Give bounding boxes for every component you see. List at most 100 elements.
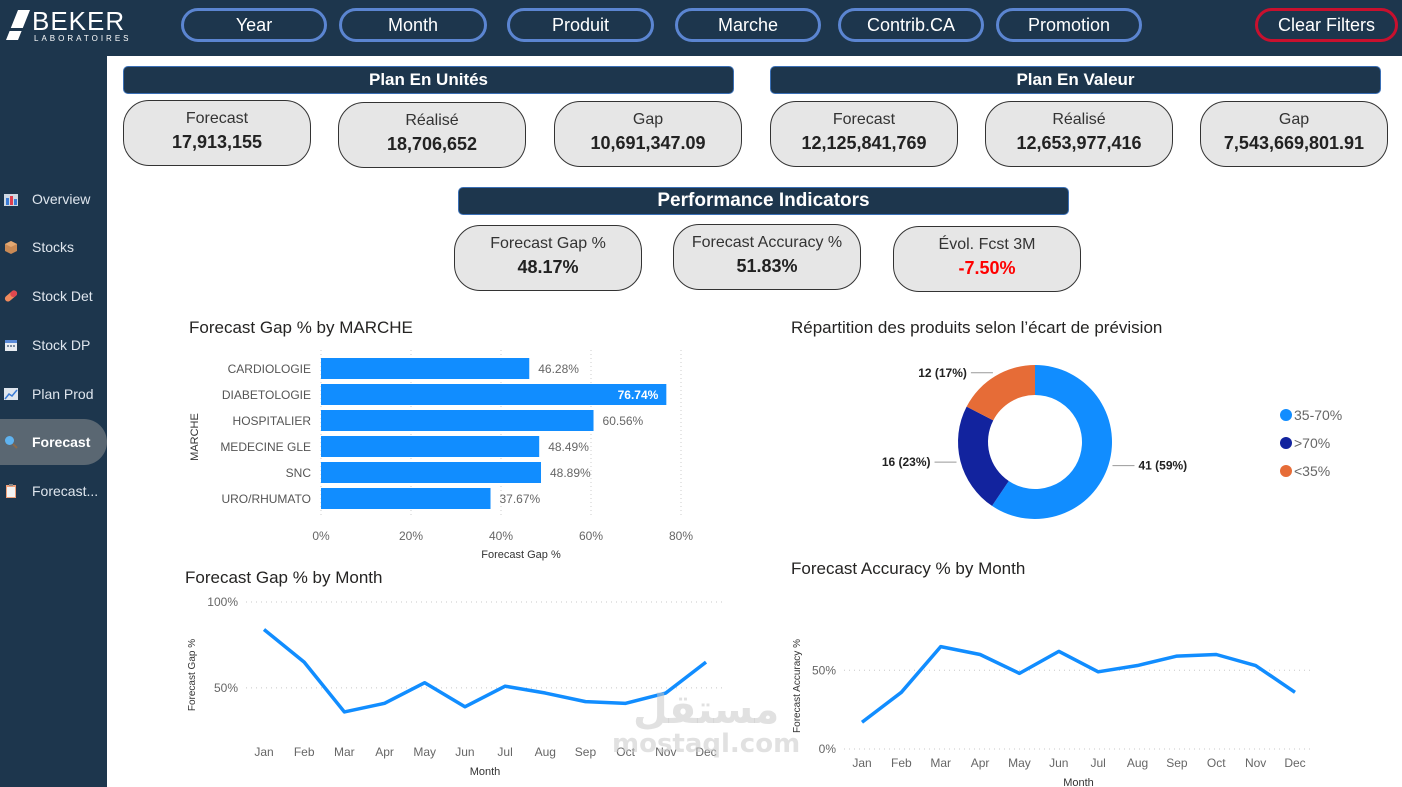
slice-data-label: 12 (17%) (918, 366, 967, 380)
y-axis-title: MARCHE (189, 413, 201, 461)
x-tick-label: May (1008, 756, 1031, 770)
kpi-label: Gap (632, 111, 664, 128)
filter-produit[interactable]: Produit (507, 8, 654, 42)
filter-year[interactable]: Year (181, 8, 327, 42)
x-tick-label: Jul (497, 745, 512, 759)
sidebar-item-overview[interactable]: Overview (0, 176, 107, 222)
legend-label: >70% (1294, 435, 1330, 451)
sidebar-item-plan-prod[interactable]: Plan Prod (0, 371, 107, 417)
donut-chart-repartition: 41 (59%) 16 (23%) 12 (17%) 35-70% >70% <35% (882, 365, 1342, 519)
kpi-card-valeur-gap: Gap 7,543,669,801.91 (1200, 101, 1388, 167)
sidebar-item-label: Overview (32, 191, 91, 207)
logo-subtitle: LABORATOIRES (34, 34, 132, 43)
x-tick-label: Dec (695, 745, 716, 759)
donut-slice (958, 406, 1009, 506)
x-tick-label: Sep (575, 745, 597, 759)
donut-slice (992, 365, 1112, 519)
x-tick-label: Jun (1049, 756, 1068, 770)
chart-title-accuracy-by-month: Forecast Accuracy % by Month (791, 559, 1026, 578)
x-tick-label: Jan (254, 745, 273, 759)
x-tick-label: Feb (294, 745, 315, 759)
y-tick-label: 100% (207, 595, 238, 609)
x-tick-label: Nov (1245, 756, 1266, 770)
sidebar-item-stock-det[interactable]: Stock Det (0, 273, 107, 319)
kpi-card-forecast-accuracy: Forecast Accuracy % 51.83% (673, 224, 861, 290)
bar-chart-gap-by-marche: 0% 20% 40% 60% 80% CARDIOLOGIE 46.28% DIABETOLO… (189, 350, 693, 561)
x-tick-label: 60% (579, 529, 603, 543)
line-chart-accuracy-by-month: 50% 0% Jan Feb Mar Apr May Jun Jul Aug Sep Oct Nov De… (792, 639, 1313, 787)
kpi-card-valeur-realise: Réalisé 12,653,977,416 (985, 101, 1173, 167)
logo-mark-icon (4, 10, 30, 40)
kpi-label: Forecast (832, 111, 896, 128)
data-label: 76.74% (618, 388, 659, 402)
sidebar-item-label: Forecast... (32, 483, 99, 499)
bar (321, 462, 542, 483)
kpi-label: Forecast (185, 110, 249, 127)
filter-marche[interactable]: Marche (675, 8, 821, 42)
calendar-icon (4, 338, 20, 352)
sidebar-item-stocks[interactable]: Stocks (0, 224, 107, 270)
pill-icon (4, 289, 20, 303)
clear-filters-button[interactable]: Clear Filters (1255, 8, 1398, 42)
x-tick-label: 40% (489, 529, 513, 543)
x-tick-label: Mar (334, 745, 355, 759)
kpi-card-evol-fcst-3m: Évol. Fcst 3M -7.50% (893, 226, 1081, 292)
bar-chart-icon (4, 192, 20, 206)
bar (321, 384, 667, 405)
x-tick-label: Dec (1284, 756, 1305, 770)
category-label: URO/RHUMATO (221, 492, 311, 506)
line-chart-gap-by-month: 100% 50% Jan Feb Mar Apr May Jun Jul Aug Sep Oct Nov… (187, 595, 724, 778)
category-label: DIABETOLOGIE (222, 388, 311, 402)
sidebar-item-forecast-detail[interactable]: Forecast... (0, 468, 107, 514)
kpi-card-unites-realise: Réalisé 18,706,652 (338, 102, 526, 168)
filter-contrib-ca[interactable]: Contrib.CA (838, 8, 984, 42)
y-tick-label: 50% (812, 663, 836, 677)
kpi-label: Forecast Gap % (490, 235, 606, 252)
data-label: 48.89% (550, 466, 591, 480)
series-line (262, 628, 708, 714)
x-tick-label: Jul (1091, 756, 1106, 770)
filter-promotion[interactable]: Promotion (996, 8, 1142, 42)
y-tick-label: 0% (819, 742, 837, 756)
x-tick-label: Jan (852, 756, 871, 770)
category-label: MEDECINE GLE (220, 440, 311, 454)
sidebar-item-label: Stock Det (32, 288, 93, 304)
plan-unites-header: Plan En Unités (123, 66, 734, 94)
kpi-card-unites-gap: Gap 10,691,347.09 (554, 101, 742, 167)
x-tick-label: Mar (930, 756, 951, 770)
x-tick-label: Nov (655, 745, 676, 759)
x-tick-label: Aug (535, 745, 556, 759)
data-label: 37.67% (500, 492, 541, 506)
legend-marker (1280, 409, 1292, 421)
x-tick-label: 80% (669, 529, 693, 543)
performance-header: Performance Indicators (458, 187, 1069, 215)
sidebar-item-label: Stock DP (32, 337, 91, 353)
package-icon (4, 240, 20, 254)
kpi-value: -7.50% (958, 258, 1016, 278)
sidebar-item-stock-dp[interactable]: Stock DP (0, 322, 107, 368)
legend-label: 35-70% (1294, 407, 1342, 423)
x-tick-label: Aug (1127, 756, 1148, 770)
x-tick-label: Oct (616, 745, 635, 759)
line-chart-icon (4, 387, 20, 401)
x-axis-title: Month (1063, 777, 1094, 787)
logo-name: BEKER (32, 6, 126, 36)
category-label: HOSPITALIER (233, 414, 312, 428)
kpi-card-valeur-forecast: Forecast 12,125,841,769 (770, 101, 958, 167)
x-tick-label: Feb (891, 756, 912, 770)
filter-month[interactable]: Month (339, 8, 487, 42)
x-tick-label: May (413, 745, 436, 759)
x-tick-label: Apr (971, 756, 990, 770)
bar (321, 358, 530, 379)
sidebar-item-forecast[interactable]: Forecast (0, 419, 107, 465)
kpi-label: Forecast Accuracy % (691, 234, 843, 251)
data-label: 46.28% (538, 362, 579, 376)
x-tick-label: 0% (312, 529, 330, 543)
kpi-label: Évol. Fcst 3M (938, 236, 1036, 253)
kpi-value: 7,543,669,801.91 (1223, 133, 1365, 153)
kpi-card-forecast-gap: Forecast Gap % 48.17% (454, 225, 642, 291)
slice-data-label: 41 (59%) (1138, 459, 1187, 473)
data-label: 60.56% (603, 414, 644, 428)
x-tick-label: Jun (455, 745, 474, 759)
chart-title-repartition: Répartition des produits selon l’écart d… (791, 318, 1163, 337)
